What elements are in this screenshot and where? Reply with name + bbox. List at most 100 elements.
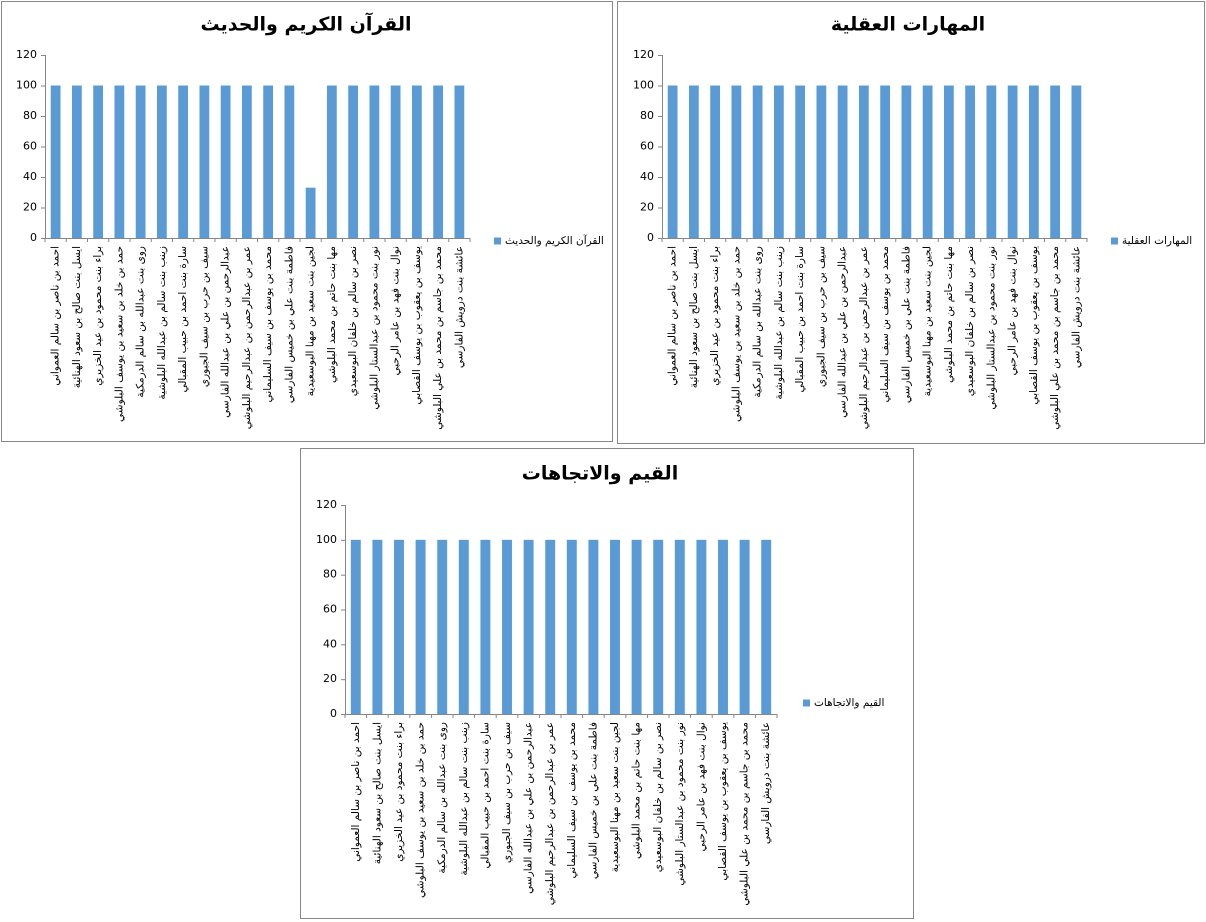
bar [922, 85, 933, 238]
bar [588, 539, 599, 714]
chart-title: المهارات العقلية [831, 14, 985, 36]
bar [326, 85, 337, 238]
bar [773, 85, 784, 238]
bar [1028, 85, 1039, 238]
x-tick-label: عبدالرحمن بن علي بن عبدالله الفارسي [523, 722, 535, 894]
bar [653, 539, 664, 714]
bar [696, 539, 707, 714]
bar [241, 85, 252, 238]
bar [415, 539, 426, 714]
legend-swatch [494, 237, 501, 245]
bar [284, 85, 295, 238]
x-tick-label: زينب بنت سالم بن عبدالله البلوشية [773, 246, 785, 400]
bar [1050, 85, 1061, 238]
bar [943, 85, 954, 238]
bar [965, 85, 976, 238]
legend-label: القرآن الكريم والحديث [505, 234, 604, 247]
bar [858, 85, 869, 238]
x-tick-label: لجين بنت سعيد بن مهنا البوسعيدية [609, 722, 621, 872]
x-tick-label: ايسل بنت صالح بن سعود الهنائية [688, 246, 700, 388]
x-tick-label: نور بنت محمود بن عبدالستار البلوشي [674, 722, 686, 886]
x-tick-label: نصر بن سالم بن خلفان البوسعيدي [964, 246, 976, 396]
x-tick-label: نصر بن سالم بن خلفان البوسعيدي [347, 246, 359, 396]
y-tick-label: 20 [323, 672, 337, 685]
legend-swatch [1111, 237, 1118, 245]
x-tick-label: سارة بنت احمد بن حبيب المقبالي [794, 246, 806, 393]
chart-title: القرآن الكريم والحديث [200, 12, 411, 36]
x-tick-label: مها بنت حاتم بن محمد البلوشي [326, 246, 338, 383]
x-tick-label: مها بنت حاتم بن محمد البلوشي [943, 246, 955, 383]
y-tick-label: 40 [323, 637, 337, 650]
x-tick-label: حمد بن خلد بن سعيد بن يوسف البلوشي [113, 246, 125, 422]
bar [837, 85, 848, 238]
x-tick-label: نور بنت محمود بن عبدالستار البلوشي [985, 246, 997, 410]
y-tick-label: 80 [323, 568, 337, 581]
bar [156, 85, 167, 238]
x-tick-label: سيف بن حرب بن سيف الجبوري [815, 246, 827, 387]
x-tick-label: سارة بنت احمد بن حبيب المقبالي [177, 246, 189, 393]
x-tick-label: محمد بن جاسم بن محمد بن علي البلوشي [1049, 246, 1061, 430]
bar [610, 539, 620, 714]
y-tick-label: 100 [316, 533, 337, 546]
bar [880, 85, 891, 238]
bar [986, 85, 997, 238]
x-tick-label: ايسل بنت صالح بن سعود الهنائية [371, 722, 383, 864]
chart-title: القيم والاتجاهات [522, 463, 678, 485]
bar [761, 539, 772, 714]
x-tick-label: عائشة بنت درويش الفارسي [1070, 246, 1082, 368]
y-tick-label: 120 [316, 498, 337, 511]
y-tick-label: 20 [23, 201, 37, 214]
x-tick-label: يوسف بن يعقوب بن يوسف القصابي [411, 246, 423, 405]
x-tick-label: احمد بن ناصر بن سالم العمواني [667, 246, 679, 386]
y-tick-label: 20 [640, 201, 654, 214]
bar [752, 85, 763, 238]
bar [50, 85, 61, 238]
y-tick-label: 40 [640, 170, 654, 183]
bar [369, 85, 380, 238]
bar [523, 539, 534, 714]
x-tick-label: عمر بن عبدالرحمن بن عبدالرحيم البلوشي [241, 246, 253, 429]
x-tick-label: عبدالرحمن بن علي بن عبدالله الفارسي [220, 246, 232, 418]
y-tick-label: 60 [640, 140, 654, 153]
bar [631, 539, 642, 714]
x-tick-label: روى بنت عبدالله بن سالم الدرمكية [752, 246, 764, 398]
x-tick-label: عبدالرحمن بن علي بن عبدالله الفارسي [837, 246, 849, 418]
x-tick-label: نوال بنت فهد بن عامر الرحبي [1007, 246, 1019, 375]
x-tick-label: احمد بن ناصر بن سالم العمواني [350, 722, 362, 862]
x-tick-label: محمد بن جاسم بن محمد بن علي البلوشي [739, 722, 751, 906]
x-tick-label: يوسف بن يعقوب بن يوسف القصابي [1028, 246, 1040, 405]
x-tick-label: سيف بن حرب بن سيف الجبوري [501, 722, 513, 863]
bar [220, 85, 231, 238]
x-tick-label: نصر بن سالم بن خلفان البوسعيدي [652, 722, 664, 872]
x-tick-label: زينب بنت سالم بن عبدالله البلوشية [156, 246, 168, 400]
legend-label: المهارات العقلية [1122, 235, 1192, 247]
y-tick-label: 100 [633, 79, 654, 92]
x-tick-label: سارة بنت احمد بن حبيب المقبالي [479, 722, 491, 869]
chart: القيم والاتجاهات 0 20 40 60 80 100 120 احمد بن ن… [300, 448, 914, 919]
bar [454, 85, 465, 238]
x-tick-label: براء بنت محمود بن عيد الخزيري [393, 722, 405, 862]
bar [718, 539, 728, 714]
x-tick-label: حمد بن خلد بن سعيد بن يوسف البلوشي [415, 722, 427, 898]
bar [394, 539, 404, 714]
y-tick-label: 60 [23, 140, 37, 153]
bar [348, 85, 359, 238]
y-tick-label: 0 [30, 231, 37, 244]
bar [502, 539, 512, 714]
bar [674, 539, 685, 714]
y-tick-label: 40 [23, 170, 37, 183]
x-tick-label: عمر بن عبدالرحمن بن عبدالرحيم البلوشي [858, 246, 870, 429]
y-tick-label: 0 [647, 231, 654, 244]
x-tick-label: احمد بن ناصر بن سالم العمواني [50, 246, 62, 386]
y-tick-label: 100 [16, 79, 37, 92]
x-tick-label: فاطمة بنت علي بن خميس الفارسي [283, 246, 295, 403]
bar [710, 85, 721, 238]
bar [433, 85, 444, 238]
y-tick-label: 0 [330, 707, 337, 720]
x-tick-label: براء بنت محمود بن عيد الخزيري [709, 246, 721, 386]
bar [372, 539, 383, 714]
bar [458, 539, 469, 714]
bar [411, 85, 422, 238]
bar [350, 539, 361, 714]
